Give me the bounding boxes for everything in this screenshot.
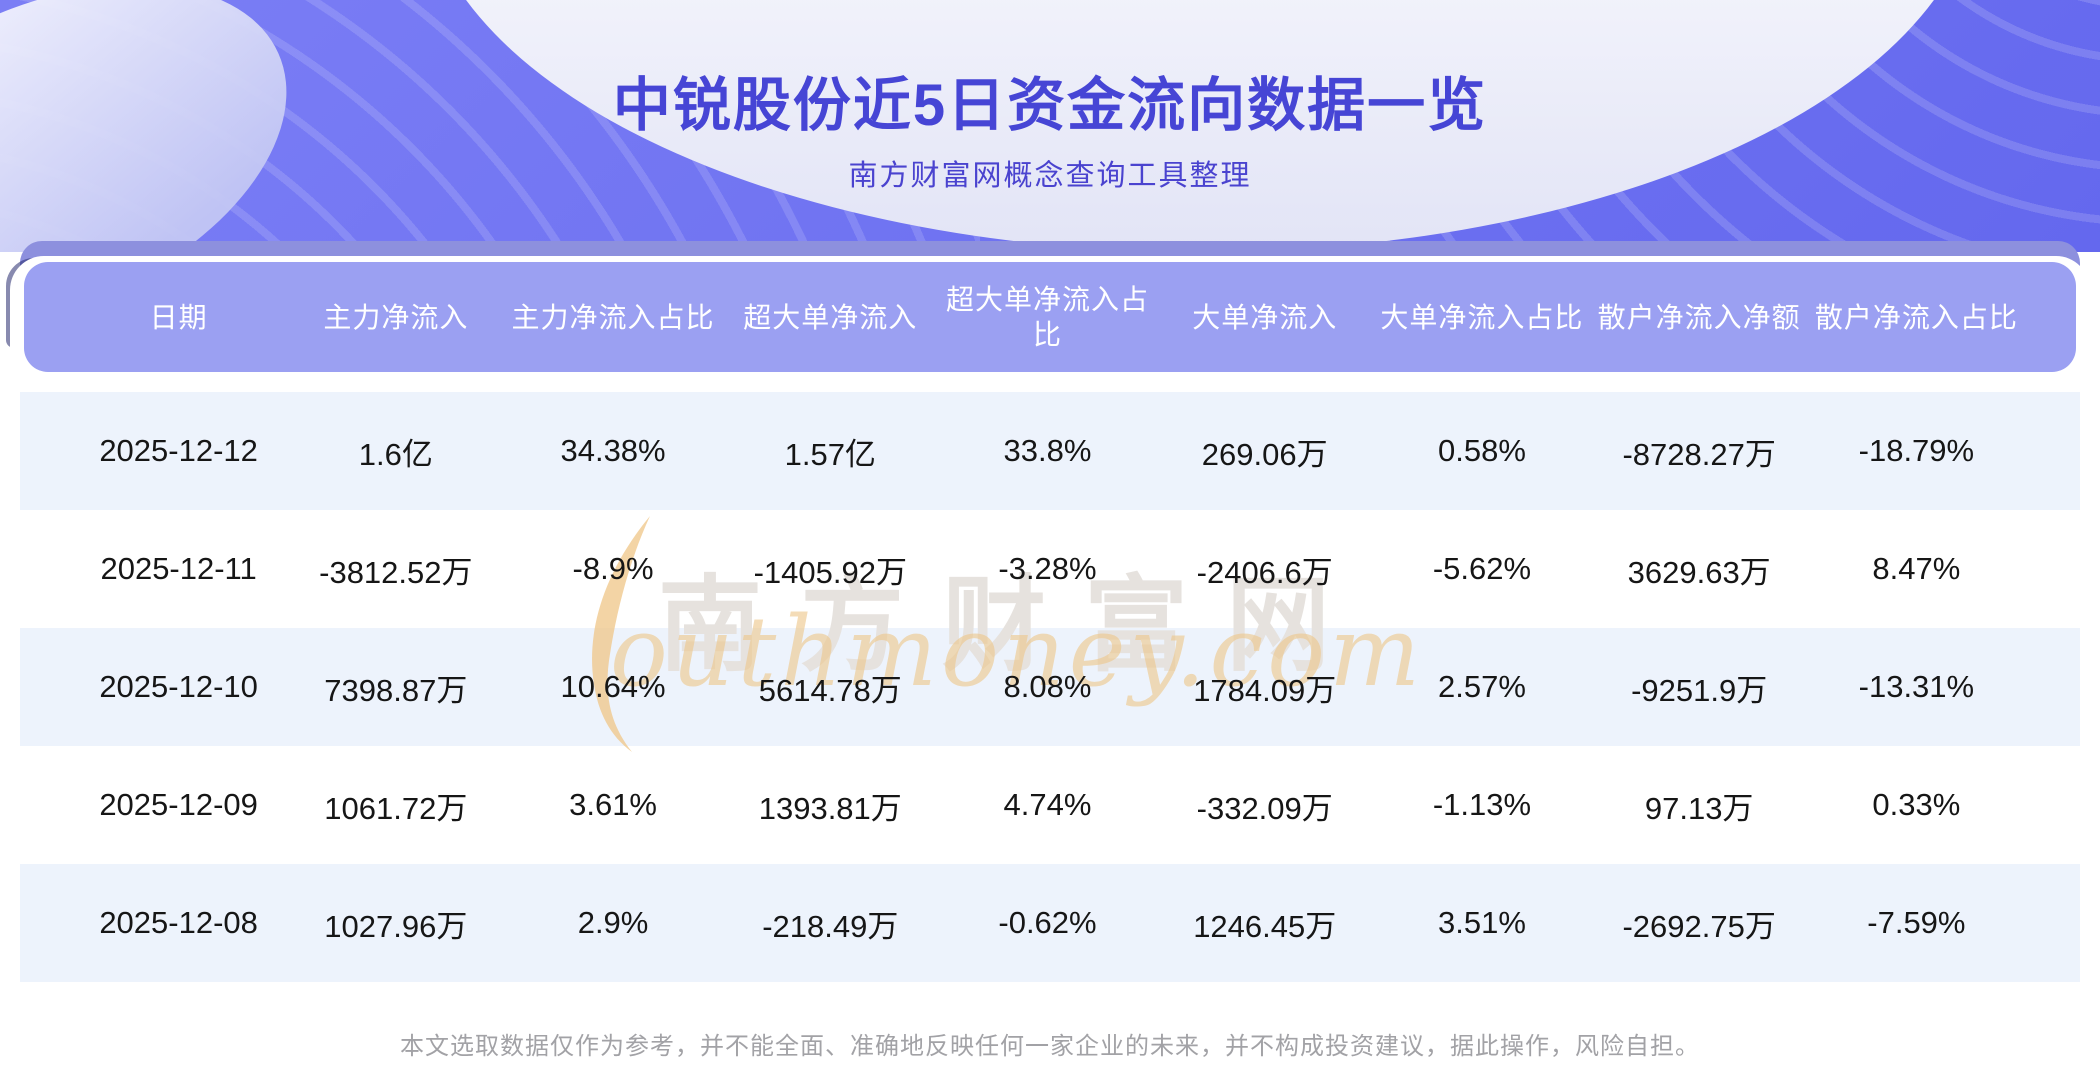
table-cell: 7398.87万 (324, 672, 468, 708)
table-cell: 3629.63万 (1627, 554, 1771, 590)
column-header: 日期 (149, 301, 208, 333)
column-header: 散户净流入净额 (1597, 301, 1801, 333)
table-row: 2025-12-11 -3812.52万 -8.9% -1405.92万 -3.28% -… (20, 510, 2080, 628)
table-cell: 2025-12-10 (99, 669, 258, 704)
table-cell: -332.09万 (1196, 790, 1333, 826)
table-cell: 1784.09万 (1193, 672, 1337, 708)
column-header: 主力净流入 (323, 301, 469, 333)
table-row: 2025-12-08 1027.96万 2.9% -218.49万 -0.62% 1246… (20, 864, 2080, 982)
table-cell: 269.06万 (1201, 436, 1328, 472)
table-cell: 2.9% (577, 905, 649, 940)
table-cell: 1027.96万 (324, 908, 468, 944)
table-cell: 10.64% (560, 669, 666, 704)
table-cell: -8728.27万 (1622, 436, 1776, 472)
column-header: 超大单净流入占比 (945, 284, 1149, 350)
table-cell: -218.49万 (762, 908, 899, 944)
table-cell: 33.8% (1003, 433, 1092, 468)
data-table-card: 日期 主力净流入 主力净流入占比 超大单净流入 超大单净流入占比 大单净流入 大单净流入占比… (10, 256, 2090, 998)
table-cell: -2406.6万 (1196, 554, 1333, 590)
table-cell: 2.57% (1437, 669, 1526, 704)
table-cell: -3.28% (998, 551, 1097, 586)
table-cell: 0.33% (1872, 787, 1961, 822)
table-cell: 5614.78万 (758, 672, 902, 708)
table-cell: 8.08% (1003, 669, 1092, 704)
table-cell: -8.9% (572, 551, 654, 586)
table-cell: 2025-12-12 (99, 433, 258, 468)
column-header: 主力净流入占比 (511, 301, 715, 333)
table-cell: 0.58% (1437, 433, 1526, 468)
table-cell: -9251.9万 (1631, 672, 1768, 708)
table-cell: -1405.92万 (753, 554, 907, 590)
table-cell: 97.13万 (1644, 790, 1754, 826)
page-title: 中锐股份近5日资金流向数据一览 (612, 73, 1488, 138)
table-row: 2025-12-10 7398.87万 10.64% 5614.78万 8.08% 178… (20, 628, 2080, 746)
table-cell: -3812.52万 (319, 554, 473, 590)
table-cell: 2025-12-09 (99, 787, 258, 822)
table-cell: -7.59% (1867, 905, 1966, 940)
table-cell: 34.38% (560, 433, 666, 468)
table-cell: -2692.75万 (1622, 908, 1776, 944)
table-cell: -13.31% (1858, 669, 1975, 704)
column-header: 超大单净流入 (743, 301, 918, 333)
table-cell: 2025-12-11 (100, 551, 257, 586)
table-header-row: 日期 主力净流入 主力净流入占比 超大单净流入 超大单净流入占比 大单净流入 大单净流入占比… (24, 262, 2076, 372)
table-cell: 1.57亿 (784, 436, 876, 472)
column-header: 散户净流入占比 (1814, 301, 2018, 333)
table-cell: 1393.81万 (758, 790, 902, 826)
disclaimer-text: 本文选取数据仅作为参考，并不能全面、准确地反映任何一家企业的未来，并不构成投资建… (400, 1033, 1700, 1060)
table-cell: 3.51% (1437, 905, 1526, 940)
table-cell: -18.79% (1858, 433, 1975, 468)
table-cell: 4.74% (1003, 787, 1092, 822)
table-body: 2025-12-12 1.6亿 34.38% 1.57亿 33.8% 269.06万 0.5… (20, 392, 2080, 982)
page-subtitle: 南方财富网概念查询工具整理 (848, 160, 1252, 192)
table-cell: -1.13% (1432, 787, 1532, 822)
table-cell: 2025-12-08 (99, 905, 258, 940)
column-header: 大单净流入占比 (1380, 301, 1584, 333)
table-cell: -5.62% (1432, 551, 1532, 586)
table-cell: 1061.72万 (324, 790, 468, 826)
table-cell: 1246.45万 (1193, 908, 1337, 944)
hero-banner: 中锐股份近5日资金流向数据一览 南方财富网概念查询工具整理 (0, 0, 2100, 252)
table-cell: -0.62% (998, 905, 1097, 940)
column-header: 大单净流入 (1192, 301, 1338, 333)
table-cell: 8.47% (1872, 551, 1961, 586)
table-cell: 3.61% (569, 787, 657, 822)
table-cell: 1.6亿 (358, 436, 433, 472)
table-row: 2025-12-09 1061.72万 3.61% 1393.81万 4.74% -332… (20, 746, 2080, 864)
table-row: 2025-12-12 1.6亿 34.38% 1.57亿 33.8% 269.06万 0.5… (20, 392, 2080, 510)
